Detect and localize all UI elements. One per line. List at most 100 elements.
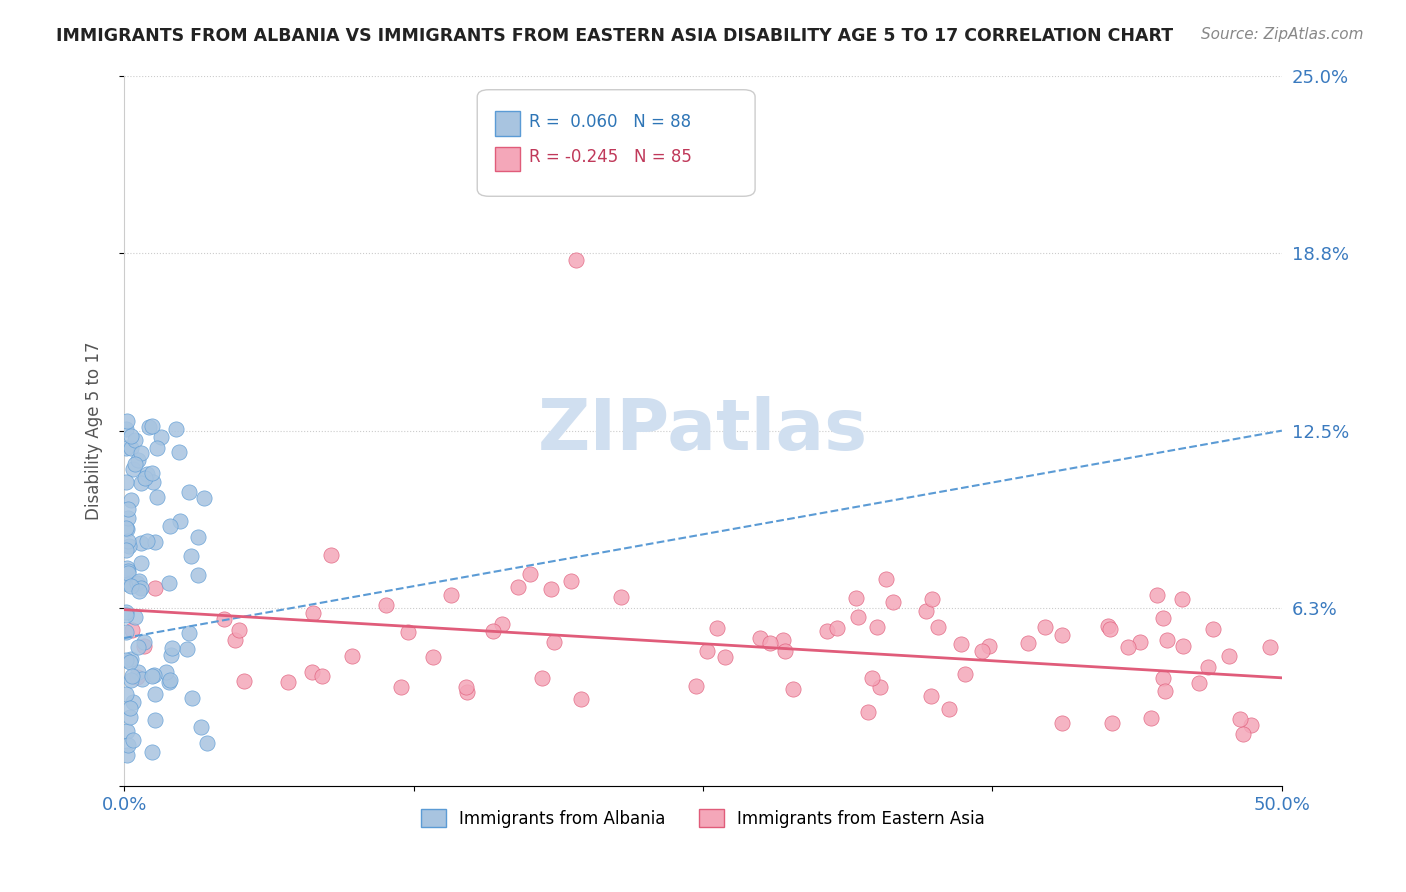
- Immigrants from Albania: [135, 534, 157, 549]
- Immigrants from Eastern Asia: [454, 681, 477, 695]
- Immigrants from Albania: [150, 430, 173, 444]
- Immigrants from Albania: [115, 521, 138, 535]
- Immigrants from Albania: [115, 724, 138, 739]
- Immigrants from Eastern Asia: [875, 573, 897, 587]
- Immigrants from Albania: [120, 701, 142, 715]
- Immigrants from Eastern Asia: [972, 644, 994, 658]
- Legend: Immigrants from Albania, Immigrants from Eastern Asia: Immigrants from Albania, Immigrants from…: [415, 803, 991, 834]
- Text: IMMIGRANTS FROM ALBANIA VS IMMIGRANTS FROM EASTERN ASIA DISABILITY AGE 5 TO 17 C: IMMIGRANTS FROM ALBANIA VS IMMIGRANTS FR…: [56, 27, 1174, 45]
- Immigrants from Albania: [124, 434, 146, 448]
- Immigrants from Eastern Asia: [560, 574, 582, 588]
- Immigrants from Albania: [115, 653, 138, 667]
- Immigrants from Eastern Asia: [696, 644, 718, 658]
- Text: R = -0.245   N = 85: R = -0.245 N = 85: [529, 148, 692, 166]
- Immigrants from Albania: [121, 669, 143, 683]
- Immigrants from Albania: [118, 709, 141, 723]
- Immigrants from Eastern Asia: [815, 624, 838, 639]
- Immigrants from Eastern Asia: [134, 640, 156, 654]
- Immigrants from Albania: [128, 574, 150, 588]
- Immigrants from Eastern Asia: [456, 684, 478, 698]
- Immigrants from Albania: [115, 608, 138, 623]
- Immigrants from Eastern Asia: [396, 625, 419, 640]
- Immigrants from Eastern Asia: [440, 588, 463, 602]
- Immigrants from Albania: [193, 491, 215, 505]
- Immigrants from Albania: [160, 648, 183, 662]
- Immigrants from Albania: [129, 581, 152, 595]
- Immigrants from Albania: [180, 690, 202, 705]
- Immigrants from Eastern Asia: [519, 567, 541, 582]
- Immigrants from Albania: [145, 534, 167, 549]
- Immigrants from Eastern Asia: [1129, 634, 1152, 648]
- Immigrants from Albania: [117, 502, 139, 516]
- Immigrants from Albania: [117, 539, 139, 553]
- Immigrants from Eastern Asia: [869, 680, 891, 694]
- Immigrants from Albania: [128, 583, 150, 598]
- Immigrants from Albania: [195, 736, 218, 750]
- Immigrants from Eastern Asia: [1170, 592, 1192, 607]
- Immigrants from Eastern Asia: [540, 582, 562, 596]
- Immigrants from Albania: [115, 441, 138, 455]
- Immigrants from Eastern Asia: [1153, 684, 1175, 698]
- Immigrants from Albania: [190, 720, 212, 734]
- Immigrants from Albania: [141, 466, 163, 480]
- Immigrants from Eastern Asia: [569, 692, 592, 706]
- Immigrants from Albania: [187, 567, 209, 582]
- Immigrants from Eastern Asia: [508, 580, 530, 594]
- Immigrants from Eastern Asia: [1202, 622, 1225, 636]
- Immigrants from Albania: [138, 420, 160, 434]
- Immigrants from Eastern Asia: [1017, 636, 1039, 650]
- Immigrants from Eastern Asia: [1033, 620, 1056, 634]
- Immigrants from Albania: [129, 557, 152, 571]
- Immigrants from Eastern Asia: [977, 640, 1000, 654]
- Immigrants from Eastern Asia: [228, 623, 250, 637]
- Immigrants from Eastern Asia: [1197, 659, 1219, 673]
- Immigrants from Eastern Asia: [224, 633, 246, 648]
- Immigrants from Albania: [134, 471, 156, 485]
- Immigrants from Eastern Asia: [564, 253, 586, 268]
- Immigrants from Albania: [146, 490, 169, 504]
- Immigrants from Albania: [120, 492, 142, 507]
- Immigrants from Albania: [165, 422, 187, 436]
- Immigrants from Albania: [117, 560, 139, 574]
- Immigrants from Albania: [131, 673, 153, 687]
- Immigrants from Albania: [117, 564, 139, 578]
- Immigrants from Eastern Asia: [543, 635, 565, 649]
- Immigrants from Albania: [143, 668, 166, 682]
- Y-axis label: Disability Age 5 to 17: Disability Age 5 to 17: [86, 342, 103, 520]
- Immigrants from Eastern Asia: [481, 624, 503, 639]
- Immigrants from Eastern Asia: [953, 667, 976, 681]
- Immigrants from Eastern Asia: [860, 671, 883, 685]
- Immigrants from Eastern Asia: [858, 705, 880, 719]
- Immigrants from Eastern Asia: [685, 680, 707, 694]
- Immigrants from Eastern Asia: [866, 620, 889, 634]
- Immigrants from Eastern Asia: [772, 632, 794, 647]
- Immigrants from Albania: [115, 747, 138, 762]
- Immigrants from Albania: [177, 485, 200, 500]
- Immigrants from Albania: [142, 475, 165, 489]
- Immigrants from Albania: [157, 674, 180, 689]
- Immigrants from Albania: [117, 738, 139, 752]
- Immigrants from Eastern Asia: [340, 649, 363, 664]
- Immigrants from Albania: [127, 453, 149, 467]
- Immigrants from Eastern Asia: [121, 623, 143, 637]
- Immigrants from Eastern Asia: [610, 591, 633, 605]
- Immigrants from Albania: [157, 575, 180, 590]
- Immigrants from Eastern Asia: [1240, 718, 1263, 732]
- Immigrants from Eastern Asia: [1116, 640, 1139, 654]
- Immigrants from Albania: [136, 467, 159, 482]
- Immigrants from Eastern Asia: [773, 644, 796, 658]
- Immigrants from Albania: [117, 577, 139, 591]
- Immigrants from Albania: [121, 462, 143, 476]
- Immigrants from Eastern Asia: [950, 637, 973, 651]
- Immigrants from Albania: [177, 626, 200, 640]
- Immigrants from Eastern Asia: [927, 620, 949, 634]
- Immigrants from Eastern Asia: [749, 631, 772, 645]
- Immigrants from Albania: [176, 642, 198, 657]
- Immigrants from Eastern Asia: [1097, 619, 1119, 633]
- Immigrants from Eastern Asia: [1146, 588, 1168, 602]
- Immigrants from Albania: [125, 576, 148, 591]
- Immigrants from Albania: [180, 549, 202, 563]
- Immigrants from Albania: [129, 476, 152, 491]
- Immigrants from Eastern Asia: [1173, 639, 1195, 653]
- Immigrants from Albania: [127, 640, 149, 655]
